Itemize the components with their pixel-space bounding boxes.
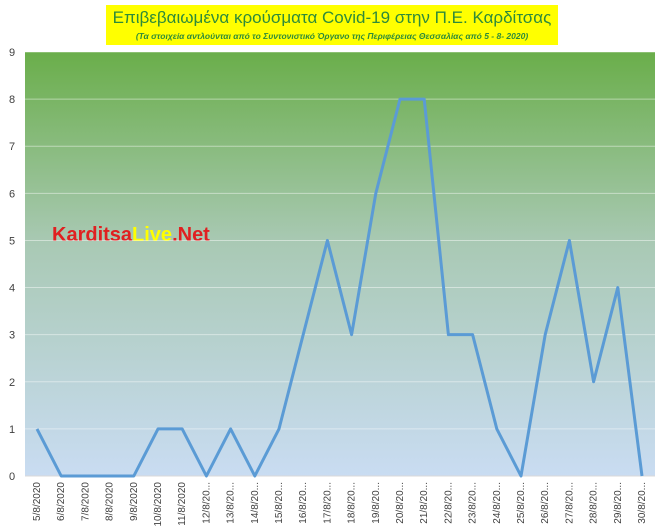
x-tick-label: 9/8/2020 <box>129 482 140 521</box>
x-tick-label: 13/8/20... <box>226 482 237 524</box>
x-tick-label: 7/8/2020 <box>80 482 91 521</box>
x-tick-label: 14/8/20... <box>250 482 261 524</box>
x-tick-label: 28/8/20... <box>589 482 600 524</box>
watermark-part: Live <box>132 224 172 246</box>
y-tick-label: 4 <box>9 283 15 295</box>
x-tick-label: 21/8/20... <box>419 482 430 524</box>
watermark-part: Karditsa <box>52 224 133 246</box>
x-tick-label: 8/8/2020 <box>105 482 116 521</box>
x-tick-label: 15/8/20... <box>274 482 285 524</box>
y-tick-label: 1 <box>9 424 15 436</box>
x-tick-label: 5/8/2020 <box>32 482 43 521</box>
x-tick-label: 11/8/2020 <box>177 482 188 526</box>
y-tick-label: 9 <box>9 47 15 59</box>
x-tick-label: 30/8/20... <box>637 482 648 524</box>
x-tick-label: 16/8/20... <box>298 482 309 524</box>
title-box <box>106 5 558 45</box>
x-tick-label: 25/8/20... <box>516 482 527 524</box>
x-tick-label: 27/8/20... <box>564 482 575 524</box>
x-tick-label: 18/8/20... <box>347 482 358 524</box>
data-line <box>35 97 644 478</box>
y-tick-label: 3 <box>9 330 15 342</box>
watermark-part: .Net <box>172 224 210 246</box>
x-tick-label: 20/8/20... <box>395 482 406 524</box>
x-tick-label: 24/8/20... <box>492 482 503 524</box>
chart-subtitle: (Τα στοιχεία αντλούνται από το Συντονιστ… <box>136 31 528 41</box>
x-tick-label: 6/8/2020 <box>56 482 67 521</box>
plot-area <box>25 52 655 476</box>
x-tick-label: 22/8/20... <box>443 482 454 524</box>
x-tick-label: 17/8/20... <box>322 482 333 524</box>
chart-title: Επιβεβαιωμένα κρούσματα Covid-19 στην Π.… <box>113 8 552 27</box>
y-tick-label: 8 <box>9 94 15 106</box>
x-tick-label: 29/8/20... <box>613 482 624 524</box>
x-tick-label: 26/8/20... <box>540 482 551 524</box>
x-tick-label: 12/8/20... <box>201 482 212 524</box>
y-tick-label: 2 <box>9 377 15 389</box>
x-tick-label: 19/8/20... <box>371 482 382 524</box>
x-tick-label: 10/8/2020 <box>153 482 164 527</box>
y-tick-label: 5 <box>9 235 15 247</box>
watermark: KarditsaLive.Net <box>52 224 210 246</box>
y-tick-label: 0 <box>9 471 15 483</box>
x-tick-label: 23/8/20... <box>468 482 479 524</box>
y-tick-label: 7 <box>9 141 15 153</box>
y-tick-label: 6 <box>9 188 15 200</box>
